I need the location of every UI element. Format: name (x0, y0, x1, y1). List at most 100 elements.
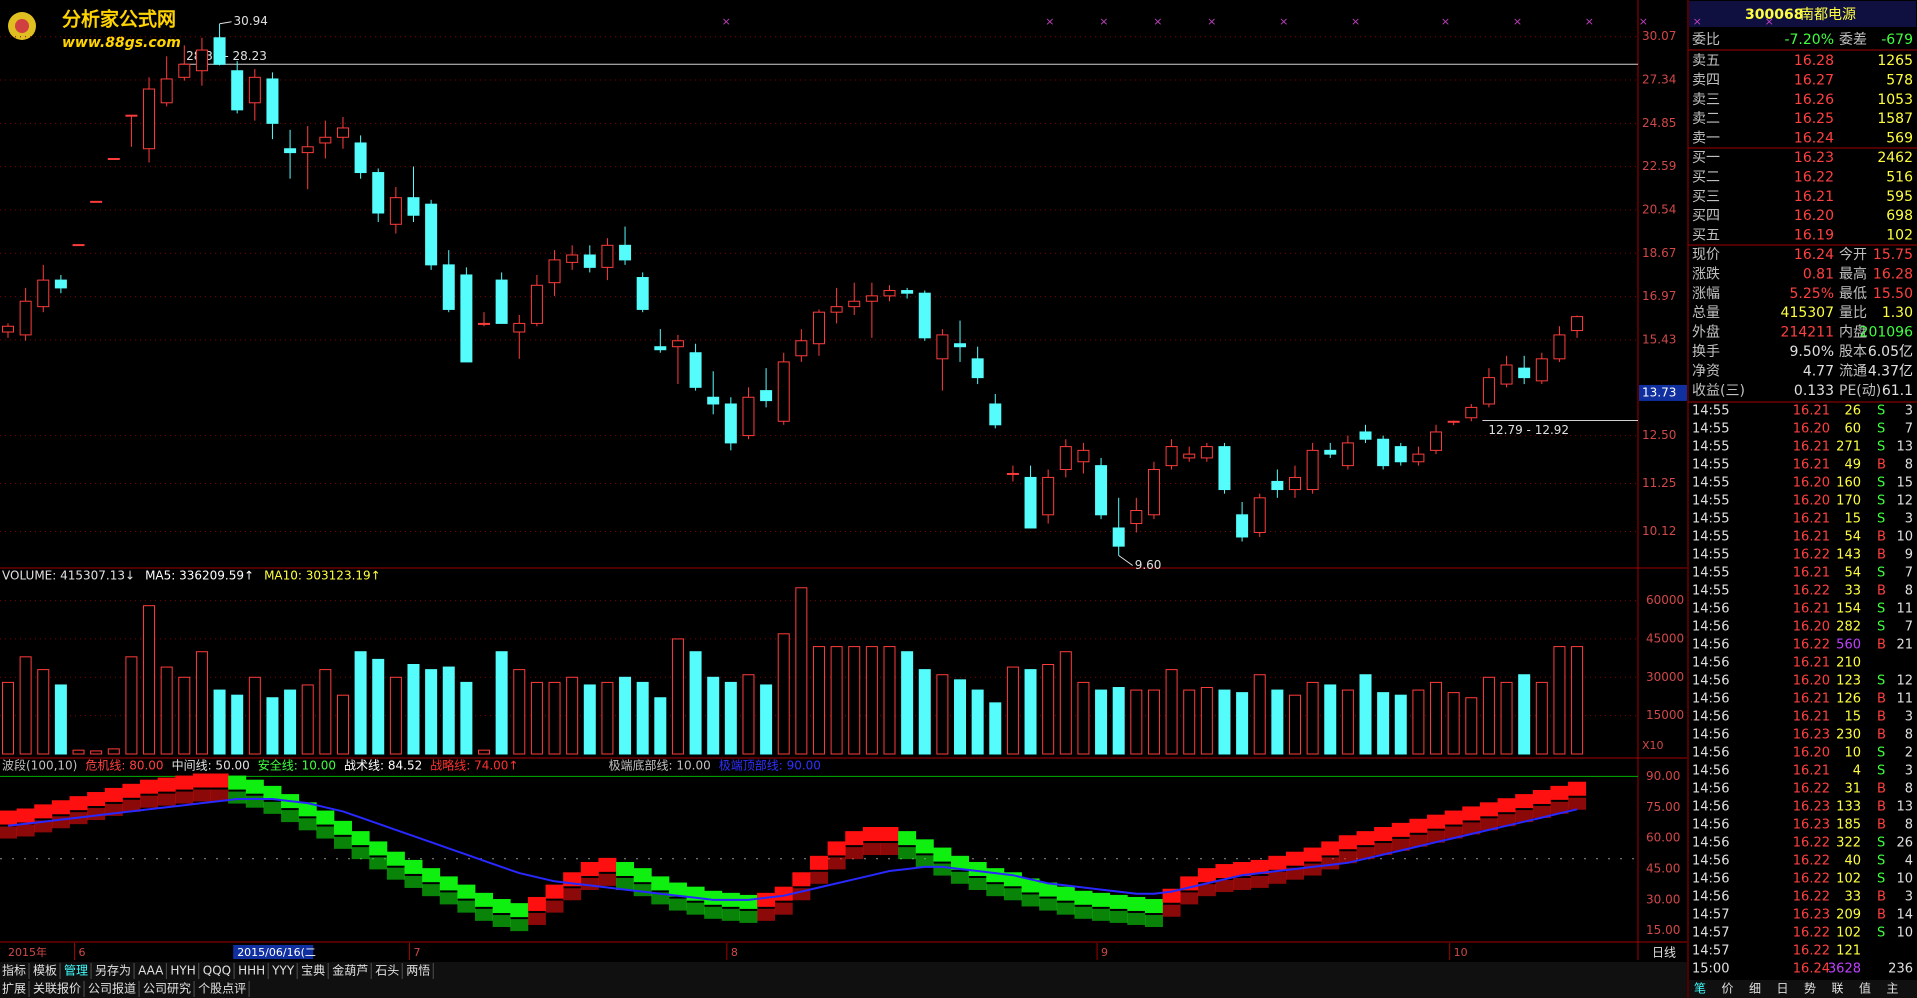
trade-cell: 16.21 (1793, 512, 1830, 527)
candle-body (19, 300, 32, 336)
band-block (862, 827, 881, 842)
trade-cell: 3628 (1828, 962, 1861, 977)
quote-cell: 委差 (1839, 32, 1867, 48)
volume-bar (812, 646, 825, 755)
band-block (1409, 818, 1428, 833)
toolbar-button[interactable]: 指标 (2, 963, 26, 978)
volume-bar (742, 674, 755, 755)
band-block (245, 779, 264, 794)
y-tick-label: 10.12 (1642, 524, 1676, 538)
side-tab[interactable]: 势 (1804, 982, 1816, 996)
side-tab[interactable]: 笔 (1694, 981, 1706, 996)
candle-body (1112, 527, 1125, 547)
side-tab[interactable]: 主 (1886, 982, 1898, 996)
volume-bar (1377, 692, 1390, 755)
trade-cell: B (1877, 818, 1886, 833)
band-block-shadow (598, 873, 617, 886)
toolbar-button[interactable]: 模板 (33, 964, 57, 978)
toolbar-button[interactable]: 两悟 (406, 963, 430, 978)
toolbar-button[interactable]: 另存为 (95, 964, 131, 978)
band-block (951, 855, 970, 870)
volume-bar (1535, 681, 1548, 755)
trade-cell: 16.21 (1793, 692, 1830, 707)
band-block (333, 820, 352, 835)
toolbar-button[interactable]: HYH (170, 964, 195, 978)
trade-cell: 33 (1844, 890, 1861, 905)
y-tick-label: 15.00 (1646, 923, 1680, 937)
band-block-shadow (862, 843, 881, 856)
trade-cell: 123 (1836, 674, 1861, 689)
y-tick-label: 20.54 (1642, 202, 1676, 216)
trade-cell: 154 (1836, 602, 1861, 617)
band-block-shadow (880, 843, 899, 856)
trade-cell: 16.22 (1793, 944, 1830, 959)
signal-marker: × (1153, 15, 1162, 28)
band-block (880, 827, 899, 842)
side-tab[interactable]: 日 (1776, 982, 1788, 996)
toolbar-button[interactable]: 石头 (375, 964, 399, 978)
quote-cell: 16.24 (1794, 131, 1834, 147)
toolbar-button[interactable]: 关联报价 (33, 981, 81, 996)
band-block-shadow (422, 884, 441, 897)
side-tab[interactable]: 联 (1831, 982, 1843, 996)
band-block (845, 831, 864, 846)
trade-cell: 40 (1844, 854, 1861, 869)
date-label: 9 (1101, 946, 1108, 959)
trade-cell: B (1877, 584, 1886, 599)
band-block (545, 884, 564, 899)
band-block (1479, 802, 1498, 817)
volume-bar (1095, 689, 1108, 755)
trade-cell: 16.21 (1793, 602, 1830, 617)
toolbar-button[interactable]: 管理 (64, 963, 88, 978)
band-block-shadow (1391, 838, 1410, 851)
band-block-shadow (968, 877, 987, 890)
trade-cell: 14:56 (1692, 818, 1729, 833)
trade-cell: 209 (1836, 908, 1861, 923)
trade-cell: 10 (1896, 872, 1913, 887)
trade-cell: 16.20 (1793, 494, 1830, 509)
band-block (34, 804, 53, 819)
toolbar-button[interactable]: 宝典 (301, 964, 325, 978)
volume-bar (989, 702, 1002, 755)
toolbar-button[interactable]: 金葫芦 (332, 963, 368, 978)
trade-cell: S (1877, 512, 1885, 527)
toolbar-button[interactable]: QQQ (203, 964, 231, 978)
volume-bar (1553, 646, 1566, 755)
quote-cell: 内盘 (1839, 324, 1867, 341)
trade-cell: 14:55 (1692, 494, 1729, 509)
volume-bar (1482, 676, 1495, 755)
volume-bar (143, 605, 156, 755)
trade-cell: 16.24 (1793, 962, 1830, 977)
toolbar-button[interactable]: 扩展 (2, 982, 26, 996)
band-block-shadow (1356, 847, 1375, 860)
candle-body (1571, 316, 1584, 332)
band-block (87, 792, 106, 807)
candle-body (160, 78, 173, 104)
toolbar-button[interactable]: YYY (271, 964, 295, 978)
price-marker-label: 13.73 (1642, 385, 1676, 399)
date-label: 10 (1454, 946, 1468, 959)
trade-cell: B (1877, 890, 1886, 905)
candle-body (319, 136, 332, 144)
signal-marker: × (1045, 15, 1054, 28)
toolbar-button[interactable]: 公司报道 (88, 981, 136, 996)
trade-cell: S (1877, 872, 1885, 887)
candle-body (1130, 509, 1143, 525)
side-tab[interactable]: 值 (1859, 981, 1871, 996)
trade-cell: 12 (1896, 494, 1913, 509)
trade-cell: 8 (1905, 818, 1913, 833)
candle-body (1359, 431, 1372, 440)
quote-cell: 415307 (1781, 305, 1834, 321)
side-tab[interactable]: 细 (1749, 982, 1761, 996)
toolbar-button[interactable]: 个股点评 (198, 982, 246, 996)
volume-bar (601, 681, 614, 755)
quote-cell: 1.30 (1882, 305, 1913, 321)
candle-body (971, 358, 984, 379)
toolbar-button[interactable]: 公司研究 (143, 981, 191, 996)
band-block-shadow (1479, 818, 1498, 831)
toolbar-button[interactable]: HHH (238, 964, 265, 978)
side-tab[interactable]: 价 (1721, 982, 1733, 996)
trade-cell: 16.21 (1793, 566, 1830, 581)
volume-bar (1006, 666, 1019, 755)
toolbar-button[interactable]: AAA (138, 964, 164, 978)
